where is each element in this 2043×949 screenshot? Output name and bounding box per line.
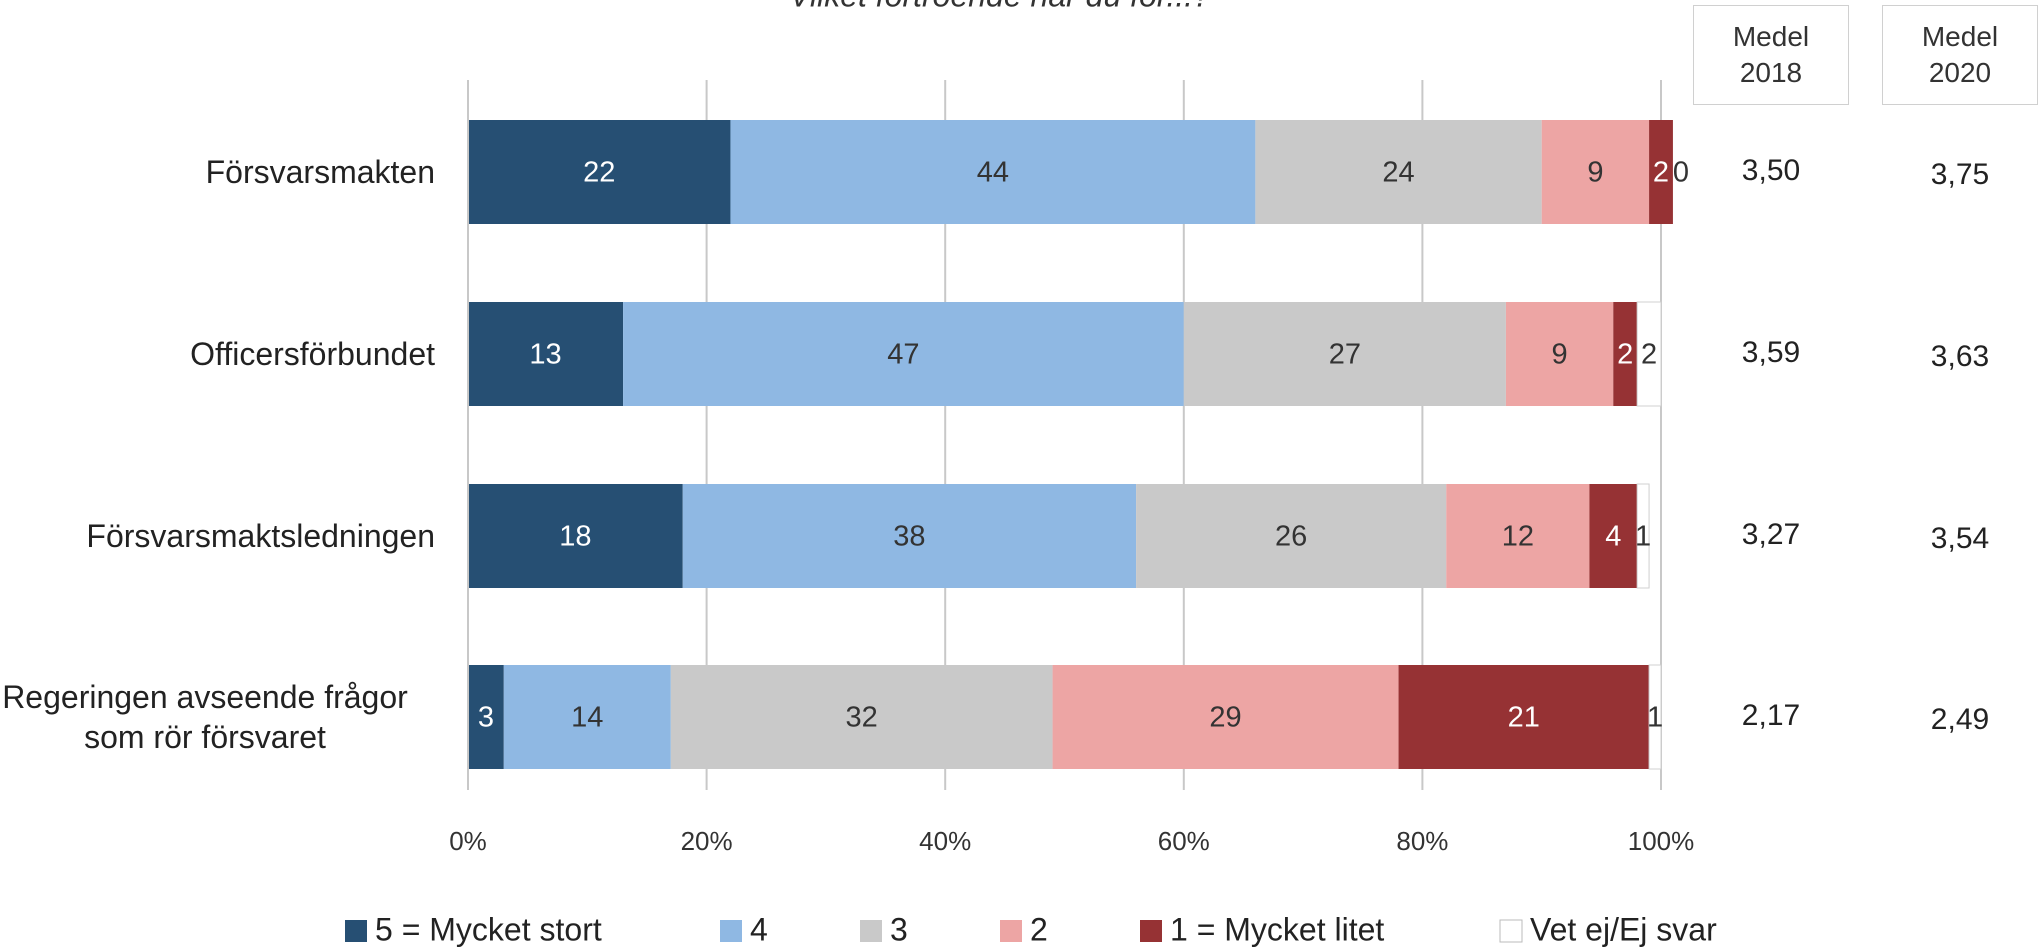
category-label: Officersförbundet: [0, 294, 435, 414]
bar-segment: [1398, 665, 1650, 769]
category-text: Försvarsmakten: [205, 154, 435, 190]
mean-header: Medel 2020: [1882, 5, 2038, 105]
bar-segment: [468, 484, 683, 588]
bar-segment: [468, 302, 624, 406]
data-label: 1: [1635, 521, 1651, 553]
category-label: Försvarsmaktsledningen: [0, 476, 435, 596]
mean-value: 3,59: [1741, 336, 1801, 369]
data-label: 2: [1641, 339, 1657, 371]
bar-segment: [670, 665, 1053, 769]
data-label: 47: [887, 339, 919, 371]
data-label: 9: [1587, 157, 1603, 189]
data-label: 2: [1617, 339, 1633, 371]
data-label: 18: [559, 521, 591, 553]
data-label: 32: [846, 702, 878, 734]
x-tick-label: 0%: [449, 826, 487, 856]
bar-segment: [1648, 664, 1662, 770]
data-label: 24: [1382, 157, 1414, 189]
data-label: 4: [1605, 521, 1621, 553]
data-label: 1: [1647, 702, 1663, 734]
data-label: 3: [478, 702, 494, 734]
data-label: 0: [1673, 157, 1689, 189]
data-label: 13: [529, 339, 561, 371]
mean-header: Medel 2018: [1693, 5, 1849, 105]
category-label: Regeringen avseende frågor som rör försv…: [0, 657, 435, 777]
legend-swatch: [1000, 920, 1022, 942]
data-label: 29: [1209, 702, 1241, 734]
legend-label: 5 = Mycket stort: [375, 911, 602, 947]
bar-segment: [1446, 484, 1590, 588]
bar-segment: [1636, 301, 1662, 407]
legend-label: 3: [890, 911, 908, 947]
bar-segment: [1136, 484, 1447, 588]
mean-value: 3,27: [1741, 518, 1801, 551]
bar-segment: [1636, 483, 1650, 589]
bar-segment: [468, 665, 504, 769]
category-text: Regeringen avseende frågor som rör försv…: [2, 679, 408, 755]
bar-segment: [1505, 302, 1614, 406]
bar-segment: [468, 120, 731, 224]
mean-value: 3,63: [1930, 340, 1990, 373]
data-label: 38: [893, 521, 925, 553]
data-label: 27: [1329, 339, 1361, 371]
category-text: Officersförbundet: [190, 336, 435, 372]
data-label: 44: [977, 157, 1009, 189]
bar-segment: [682, 484, 1137, 588]
bar-segment: [1255, 120, 1542, 224]
bar-segment: [503, 665, 671, 769]
x-tick-label: 80%: [1396, 826, 1448, 856]
bar-segment: [1541, 120, 1650, 224]
data-label: 12: [1502, 521, 1534, 553]
data-label: 26: [1275, 521, 1307, 553]
legend-label: 4: [750, 911, 768, 947]
x-tick-label: 20%: [681, 826, 733, 856]
bar-segment: [623, 302, 1184, 406]
mean-value: 2,17: [1741, 699, 1801, 732]
x-tick-label: 100%: [1628, 826, 1695, 856]
legend-swatch: [1499, 919, 1523, 943]
legend-swatch: [860, 920, 882, 942]
data-label: 21: [1508, 702, 1540, 734]
bar-segment: [1589, 484, 1638, 588]
bar-segment: [1183, 302, 1506, 406]
legend-swatch: [345, 920, 367, 942]
chart-title: Vilket förtroende har du för...?: [789, 0, 1211, 13]
data-label: 22: [583, 157, 615, 189]
bar-segment: [1052, 665, 1399, 769]
bar-segment: [1649, 120, 1673, 224]
mean-value: 3,75: [1930, 158, 1990, 191]
bar-segment: [730, 120, 1256, 224]
legend-label: Vet ej/Ej svar: [1530, 911, 1717, 947]
mean-value: 3,54: [1930, 522, 1990, 555]
legend-label: 1 = Mycket litet: [1170, 911, 1384, 947]
legend-swatch: [1140, 920, 1162, 942]
data-label: 2: [1653, 157, 1669, 189]
bar-segment: [1613, 302, 1638, 406]
x-tick-label: 60%: [1158, 826, 1210, 856]
x-tick-label: 40%: [919, 826, 971, 856]
category-label: Försvarsmakten: [0, 112, 435, 232]
data-label: 9: [1552, 339, 1568, 371]
legend-swatch: [720, 920, 742, 942]
data-label: 14: [571, 702, 603, 734]
mean-value: 3,50: [1741, 154, 1801, 187]
mean-value: 2,49: [1930, 703, 1990, 736]
category-text: Försvarsmaktsledningen: [86, 518, 435, 554]
legend-label: 2: [1030, 911, 1048, 947]
